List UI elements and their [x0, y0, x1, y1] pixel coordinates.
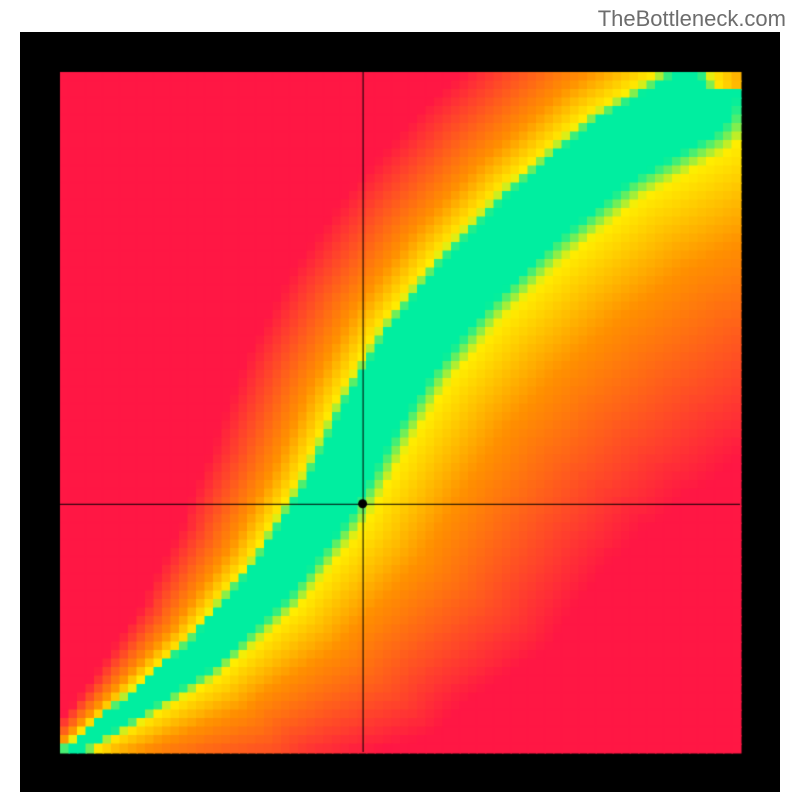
heatmap-canvas — [20, 32, 780, 792]
chart-frame — [20, 32, 780, 792]
chart-container: TheBottleneck.com — [0, 0, 800, 800]
watermark-text: TheBottleneck.com — [598, 6, 786, 32]
